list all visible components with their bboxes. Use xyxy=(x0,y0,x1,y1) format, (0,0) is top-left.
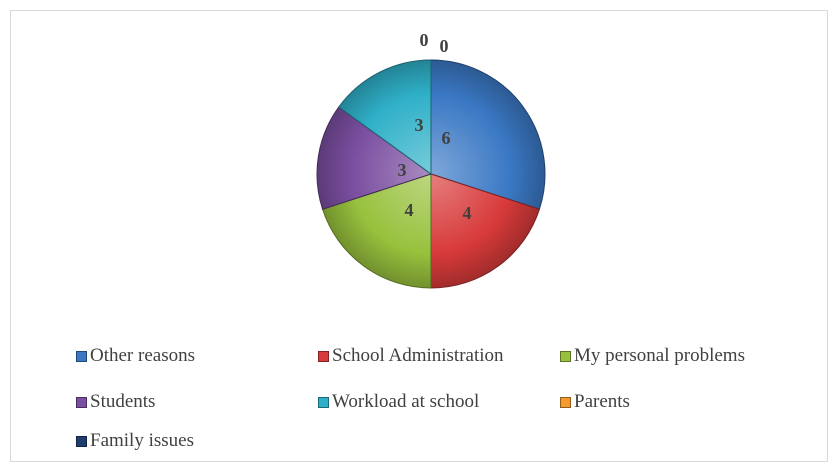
data-label-my-personal-problems: 4 xyxy=(405,200,414,220)
data-label-workload-at-school: 3 xyxy=(415,115,424,135)
pie-slice-students xyxy=(316,106,433,210)
pie-slice-my-personal-problems xyxy=(321,173,432,289)
pie-slice-workload-at-school xyxy=(338,59,432,175)
data-label-parents: 0 xyxy=(420,30,429,50)
pie-slice-other-reasons xyxy=(430,59,546,210)
data-label-family-issues: 0 xyxy=(440,36,449,56)
pie-slice-school-administration xyxy=(430,173,541,289)
data-label-other-reasons: 6 xyxy=(442,128,451,148)
data-label-school-administration: 4 xyxy=(463,203,472,223)
data-label-students: 3 xyxy=(398,160,407,180)
